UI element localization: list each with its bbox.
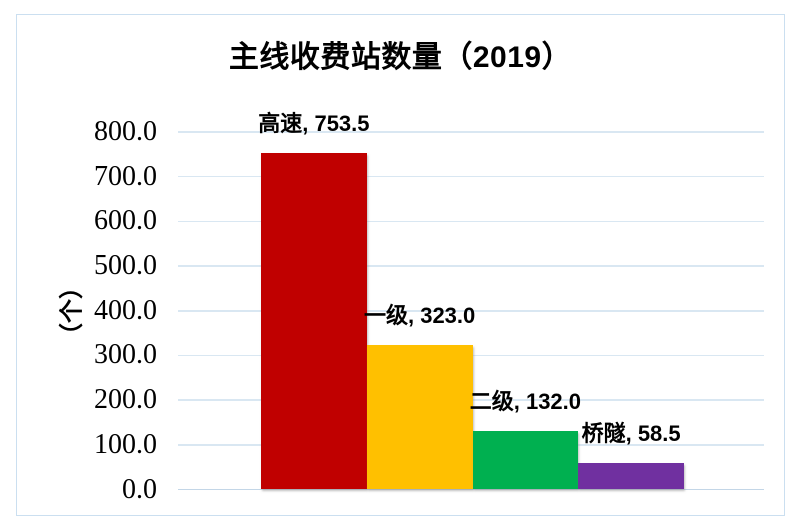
- gridline: [178, 131, 764, 133]
- gridline: [178, 220, 764, 223]
- gridline: [178, 265, 764, 267]
- chart-title: 主线收费站数量（2019）: [228, 41, 573, 74]
- bar-高速: [261, 152, 367, 490]
- chart-frame: 主线收费站数量（2019） （个） 0.0 100.0 200.0 300.0 400.…: [16, 14, 785, 516]
- bar-data-label: 一级, 323.0: [363, 303, 476, 329]
- bar-桥隧: [578, 463, 684, 490]
- bar-二级: [472, 430, 579, 490]
- y-tick-label: 200.0: [94, 384, 157, 416]
- bar-data-label: 二级, 132.0: [469, 388, 582, 414]
- y-tick-label: 100.0: [94, 428, 157, 460]
- x-axis-line: [178, 488, 764, 491]
- y-tick-label: 300.0: [94, 339, 157, 371]
- gridline: [178, 310, 764, 312]
- y-tick-label: 800.0: [94, 116, 157, 147]
- y-tick-label: 700.0: [94, 160, 157, 192]
- y-tick-label: 500.0: [94, 250, 157, 282]
- bar-data-label: 高速, 753.5: [258, 110, 370, 136]
- y-tick-label: 600.0: [94, 205, 157, 237]
- bar-data-label: 桥隧, 58.5: [581, 421, 681, 447]
- y-tick-label: 400.0: [94, 294, 157, 326]
- y-tick-label: 0.0: [122, 473, 157, 505]
- bar-一级: [366, 345, 473, 490]
- gridline: [178, 175, 764, 178]
